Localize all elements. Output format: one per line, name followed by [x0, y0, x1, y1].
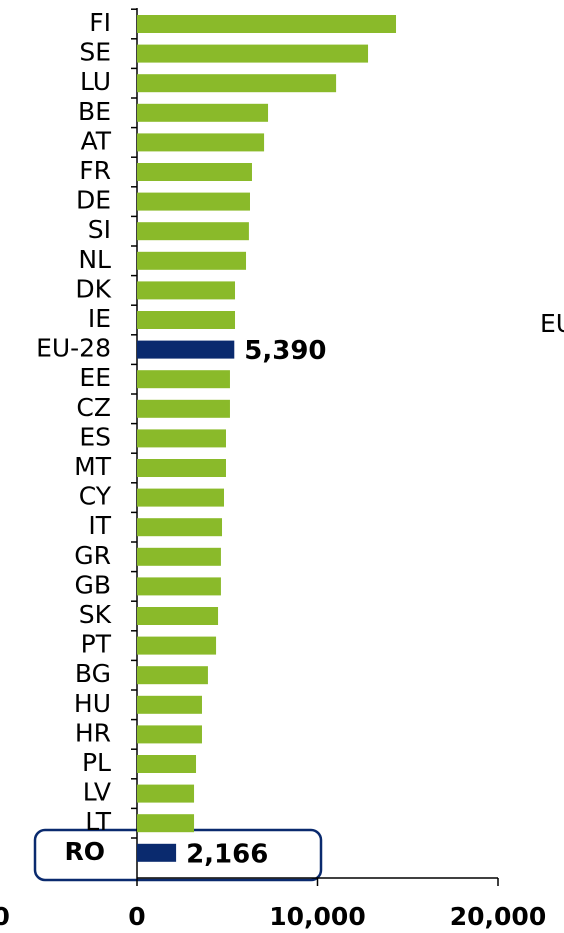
y-tick-label: PL: [82, 748, 111, 777]
bar: [137, 15, 397, 33]
bar: [137, 429, 226, 448]
x-tick-label: -10,000: [0, 902, 10, 931]
y-tick-label: AT: [81, 126, 112, 155]
y-tick-label: SI: [88, 215, 111, 244]
data-label: 5,390: [244, 336, 326, 366]
y-tick-label: ES: [79, 422, 111, 451]
bar: [137, 577, 221, 596]
y-tick-label: EU-28: [36, 334, 111, 363]
bar: [137, 666, 208, 685]
bar: [137, 547, 221, 566]
y-tick-label: HU: [74, 689, 111, 718]
y-tick-label: BG: [75, 659, 111, 688]
bar: [137, 370, 230, 389]
y-tick-label: DE: [76, 186, 111, 215]
bar: [137, 607, 219, 625]
bar: [137, 192, 250, 211]
y-tick-label: LT: [85, 807, 111, 836]
bar: [137, 251, 247, 270]
y-tick-label: HR: [75, 718, 111, 747]
bar: [137, 755, 197, 773]
y-tick-label: DK: [75, 274, 111, 303]
y-tick-label: GR: [74, 541, 111, 570]
y-tick-label: SK: [79, 600, 112, 629]
bar: [137, 518, 223, 537]
bar: [137, 814, 195, 833]
y-tick-label: FR: [79, 156, 111, 185]
y-tick-label: RO: [64, 837, 105, 866]
bar: [137, 281, 236, 300]
x-tick-label: 0: [128, 902, 145, 931]
y-tick-label: IE: [88, 304, 111, 333]
y-tick-label: LU: [80, 67, 111, 96]
bar: [137, 459, 226, 477]
bar: [137, 695, 202, 714]
x-tick-label: 20,000: [450, 902, 546, 931]
annotation: EU: [540, 309, 564, 338]
y-tick-label: PT: [81, 630, 112, 659]
y-tick-label: FI: [89, 8, 111, 37]
y-tick-label: NL: [78, 245, 111, 274]
y-tick-label: BE: [78, 97, 111, 126]
bar: [137, 636, 217, 655]
bar: [137, 725, 202, 744]
y-tick-label: CY: [79, 482, 112, 511]
y-tick-label: MT: [74, 452, 112, 481]
bar: [137, 44, 369, 63]
bar: [137, 133, 265, 152]
y-tick-label: SE: [79, 38, 111, 67]
bar: [137, 843, 177, 862]
y-tick-label: IT: [88, 511, 111, 540]
y-tick-label: GB: [74, 570, 111, 599]
y-tick-label: EE: [79, 363, 111, 392]
data-label: 2,166: [186, 839, 268, 869]
y-tick-label: CZ: [76, 393, 111, 422]
bar: [137, 163, 252, 181]
bar: [137, 399, 230, 418]
bar: [137, 311, 236, 329]
y-tick-label: LV: [83, 778, 111, 807]
x-tick-label: 10,000: [269, 902, 365, 931]
bar: [137, 488, 225, 507]
bar: [137, 74, 337, 93]
bar: [137, 103, 269, 122]
bar: [137, 784, 195, 803]
bar: [137, 222, 249, 241]
bar: [137, 340, 235, 359]
